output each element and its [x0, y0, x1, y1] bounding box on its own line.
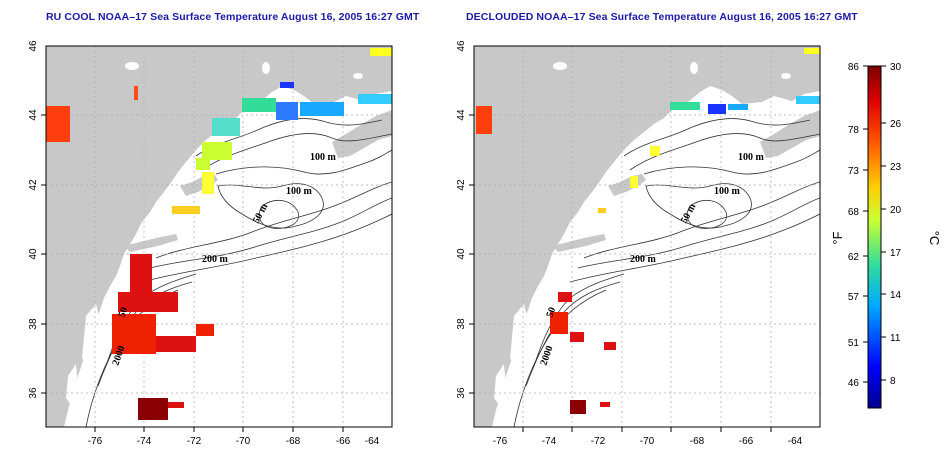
axis-ticks-raw — [41, 114, 344, 432]
axis-ticks-declouded — [469, 114, 772, 432]
map-panel-declouded — [474, 46, 820, 427]
map-frame-raw — [45, 45, 393, 428]
y-tick-label: 36 — [456, 387, 467, 399]
y-tick-labels-declouded: 36 38 40 42 44 46 — [456, 40, 467, 399]
x-tick-label: -76 — [493, 436, 508, 447]
contour-label: 100 m — [286, 186, 313, 197]
y-tick-label: 46 — [28, 40, 39, 52]
colorbar-gradient — [867, 65, 882, 409]
x-tick-label: -74 — [542, 436, 557, 447]
contour-label: 100 m — [738, 152, 765, 163]
fahrenheit-tick-label: 46 — [848, 378, 860, 389]
colorbar: 86 78 73 68 62 57 51 46 30 26 23 20 17 1… — [830, 62, 942, 409]
fahrenheit-tick-label: 51 — [848, 338, 860, 349]
y-tick-label: 40 — [456, 248, 467, 260]
x-tick-label: -66 — [739, 436, 754, 447]
x-tick-label: -72 — [187, 436, 202, 447]
celsius-tick-label: 23 — [890, 162, 902, 173]
fahrenheit-tick-labels: 86 78 73 68 62 57 51 46 — [848, 62, 860, 389]
sst-patches-raw — [46, 48, 392, 420]
contour-label: 200 m — [630, 254, 657, 265]
fahrenheit-tick-label: 57 — [848, 292, 860, 303]
y-tick-labels-raw: 36 38 40 42 44 46 — [28, 40, 39, 399]
x-tick-labels-raw: -76 -74 -72 -70 -68 -66 -64 — [88, 436, 380, 447]
celsius-tick-label: 14 — [890, 290, 902, 301]
y-tick-label: 42 — [28, 179, 39, 191]
contour-label: 100 m — [310, 152, 337, 163]
celsius-tick-label: 8 — [890, 376, 896, 387]
map-panel-raw — [46, 46, 392, 427]
y-tick-label: 38 — [456, 318, 467, 330]
x-tick-label: -64 — [365, 436, 380, 447]
celsius-tick-labels: 30 26 23 20 17 14 11 8 — [890, 62, 902, 387]
y-tick-label: 42 — [456, 179, 467, 191]
y-tick-label: 46 — [456, 40, 467, 52]
x-tick-label: -70 — [236, 436, 251, 447]
y-tick-label: 40 — [28, 248, 39, 260]
panel-title-raw: RU COOL NOAA–17 Sea Surface Temperature … — [46, 11, 420, 23]
y-tick-label: 36 — [28, 387, 39, 399]
celsius-tick-label: 11 — [890, 333, 901, 344]
y-tick-label: 38 — [28, 318, 39, 330]
map-frame-declouded — [473, 45, 821, 428]
fahrenheit-tick-label: 73 — [848, 166, 860, 177]
x-tick-label: -74 — [137, 436, 152, 447]
celsius-tick-label: 30 — [890, 62, 902, 73]
x-tick-label: -76 — [88, 436, 103, 447]
fahrenheit-unit-label: °F — [830, 231, 845, 244]
y-tick-label: 44 — [456, 109, 467, 121]
x-tick-label: -68 — [690, 436, 705, 447]
x-tick-labels-declouded: -76 -74 -72 -70 -68 -66 -64 — [493, 436, 803, 447]
x-tick-label: -68 — [286, 436, 301, 447]
fahrenheit-tick-label: 78 — [848, 125, 860, 136]
fahrenheit-tick-label: 62 — [848, 252, 860, 263]
x-tick-label: -66 — [336, 436, 351, 447]
contour-label: 200 m — [202, 254, 229, 265]
y-tick-label: 44 — [28, 109, 39, 121]
celsius-tick-label: 20 — [890, 205, 902, 216]
contour-label: 100 m — [714, 186, 741, 197]
x-tick-label: -64 — [788, 436, 803, 447]
fahrenheit-tick-label: 68 — [848, 207, 860, 218]
fahrenheit-tick-label: 86 — [848, 62, 860, 73]
celsius-unit-label: °C — [927, 231, 942, 246]
panel-title-declouded: DECLOUDED NOAA–17 Sea Surface Temperatur… — [466, 11, 858, 23]
celsius-tick-label: 26 — [890, 119, 902, 130]
sst-patches-declouded — [476, 48, 820, 414]
contour-label: 50 — [544, 306, 558, 319]
celsius-tick-label: 17 — [890, 248, 902, 259]
x-tick-label: -70 — [640, 436, 655, 447]
x-tick-label: -72 — [591, 436, 606, 447]
contour-label: 50 — [116, 306, 130, 319]
